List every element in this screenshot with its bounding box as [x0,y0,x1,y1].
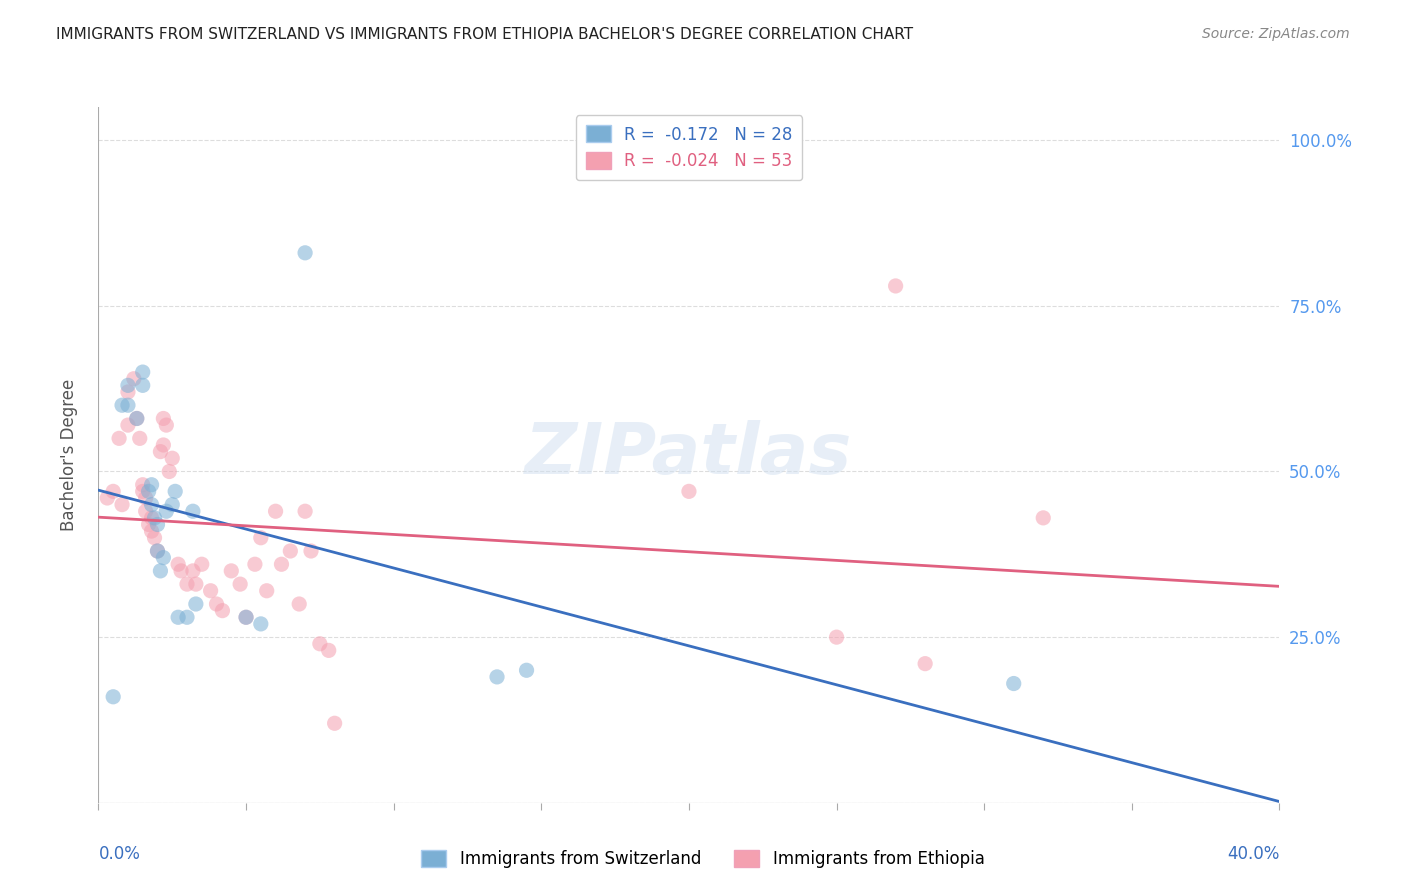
Point [132,477,155,491]
Point [884,279,907,293]
Point [1002,676,1025,690]
Point [125,411,148,425]
Point [191,558,214,572]
Point [103,484,125,499]
Point [111,398,134,412]
Point [122,372,145,386]
Point [184,597,207,611]
Point [157,465,180,479]
Point [117,398,139,412]
Point [167,610,190,624]
Point [176,577,198,591]
Point [515,663,537,677]
Point [167,558,190,572]
Point [132,365,155,379]
Point [125,411,148,425]
Point [176,610,198,624]
Point [294,245,316,260]
Point [146,544,169,558]
Point [143,531,166,545]
Point [250,616,273,631]
Point [138,517,160,532]
Point [219,564,242,578]
Point [96,491,118,505]
Point [138,484,160,499]
Point [149,564,172,578]
Point [162,498,183,512]
Point [149,444,172,458]
Point [146,517,169,532]
Point [108,431,131,445]
Point [235,610,257,624]
Point [132,378,155,392]
Text: IMMIGRANTS FROM SWITZERLAND VS IMMIGRANTS FROM ETHIOPIA BACHELOR'S DEGREE CORREL: IMMIGRANTS FROM SWITZERLAND VS IMMIGRANT… [56,27,914,42]
Point [264,504,287,518]
Point [155,504,177,518]
Point [270,558,292,572]
Point [318,643,340,657]
Point [486,670,509,684]
Point [155,418,177,433]
Point [914,657,936,671]
Point [143,511,166,525]
Point [111,498,134,512]
Point [152,550,174,565]
Text: ZIPatlas: ZIPatlas [526,420,852,490]
Y-axis label: Bachelor's Degree: Bachelor's Degree [59,379,77,531]
Point [278,544,302,558]
Point [243,558,266,572]
Point [229,577,252,591]
Point [235,610,257,624]
Point [170,564,193,578]
Point [184,577,207,591]
Point [141,511,163,525]
Point [117,418,139,433]
Point [117,378,139,392]
Point [309,637,332,651]
Point [165,484,187,499]
Point [211,604,233,618]
Point [825,630,848,644]
Point [256,583,278,598]
Point [135,491,157,505]
Point [299,544,322,558]
Point [181,564,204,578]
Point [162,451,183,466]
Point [128,431,150,445]
Point [141,524,163,538]
Text: 0.0%: 0.0% [98,845,141,863]
Point [132,484,155,499]
Point [205,597,228,611]
Point [678,484,700,499]
Point [135,504,157,518]
Point [103,690,125,704]
Point [250,531,273,545]
Legend: R =  -0.172   N = 28, R =  -0.024   N = 53: R = -0.172 N = 28, R = -0.024 N = 53 [575,115,803,180]
Legend: Immigrants from Switzerland, Immigrants from Ethiopia: Immigrants from Switzerland, Immigrants … [415,843,991,875]
Point [200,583,222,598]
Point [117,384,139,399]
Point [141,477,163,491]
Text: 40.0%: 40.0% [1227,845,1279,863]
Point [323,716,346,731]
Point [294,504,316,518]
Point [181,504,204,518]
Point [146,544,169,558]
Point [152,411,174,425]
Point [152,438,174,452]
Point [141,498,163,512]
Point [1032,511,1054,525]
Text: Source: ZipAtlas.com: Source: ZipAtlas.com [1202,27,1350,41]
Point [288,597,311,611]
